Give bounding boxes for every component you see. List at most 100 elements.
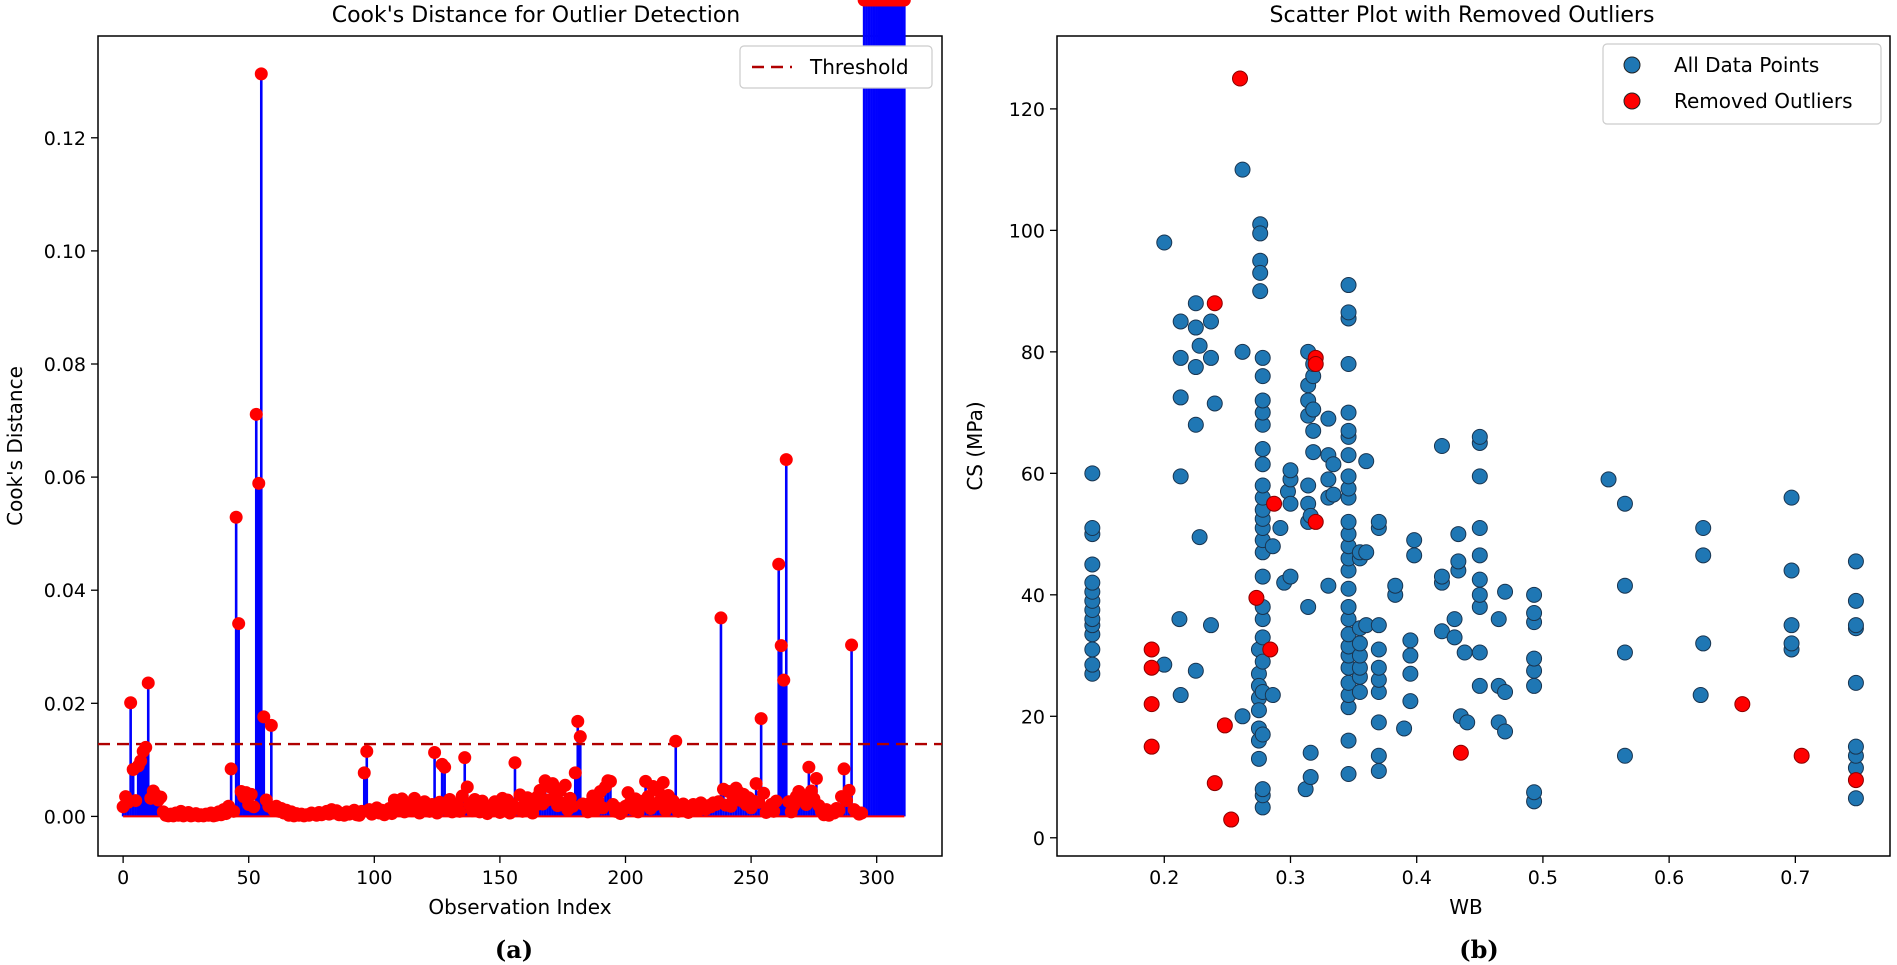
data-point <box>1497 684 1514 700</box>
stem-marker <box>669 734 683 748</box>
stem-marker <box>428 746 442 760</box>
stem-marker <box>656 775 670 789</box>
y-tick-label: 0.00 <box>44 806 86 828</box>
data-point <box>1402 665 1419 682</box>
data-point <box>1340 580 1357 597</box>
data-point <box>1456 644 1473 661</box>
data-point <box>1526 586 1543 603</box>
stem-marker <box>840 794 854 808</box>
data-point <box>1433 438 1450 454</box>
data-point <box>1202 617 1219 634</box>
data-point <box>1084 656 1101 673</box>
data-point <box>1402 632 1419 649</box>
stem-marker <box>124 696 138 710</box>
data-point <box>1084 556 1101 573</box>
data-point <box>1402 693 1419 710</box>
x-tick-label: 300 <box>859 867 895 889</box>
stem-marker <box>357 766 371 780</box>
data-point <box>1783 562 1800 579</box>
data-point <box>1187 662 1204 679</box>
data-point <box>1471 520 1488 536</box>
outlier-point <box>1847 772 1864 789</box>
stem-marker <box>603 774 617 788</box>
y-tick-label: 0.06 <box>44 467 86 489</box>
stem-marker <box>777 673 791 687</box>
stem-marker <box>774 639 788 653</box>
stem-marker <box>802 760 816 774</box>
data-point <box>1172 349 1189 366</box>
outlier-point <box>1793 747 1810 764</box>
outlier-point <box>1143 641 1160 658</box>
data-point <box>1616 577 1633 594</box>
y-tick-label: 0.04 <box>44 580 86 602</box>
x-tick-label: 250 <box>733 867 769 889</box>
data-point <box>1847 617 1864 634</box>
data-point <box>1450 526 1467 543</box>
data-point <box>1254 392 1271 409</box>
data-point <box>1340 356 1357 372</box>
y-tick-label: 0.08 <box>44 354 86 376</box>
data-point <box>1497 583 1514 600</box>
stem-marker <box>254 67 268 81</box>
x-tick-label: 0.4 <box>1402 867 1432 889</box>
data-point <box>1446 611 1463 628</box>
stem-marker <box>754 712 768 726</box>
stem-marker <box>832 803 846 817</box>
x-axis-ticks-a: 0 50 100 150 200 250 300 <box>117 856 895 889</box>
stem-marker <box>129 794 143 808</box>
outlier-point <box>1307 513 1324 530</box>
stem-markers <box>116 0 911 823</box>
data-point <box>1254 456 1271 473</box>
data-point <box>1156 234 1173 251</box>
y-tick-label: 0 <box>1033 828 1045 850</box>
y-axis-ticks-a: 0.00 0.02 0.04 0.06 0.08 0.10 0.12 <box>44 128 98 828</box>
outlier-point <box>1248 589 1265 606</box>
stem-marker <box>430 806 444 820</box>
data-point <box>1370 617 1387 634</box>
legend-outliers-label: Removed Outliers <box>1674 89 1853 113</box>
stem-marker <box>855 806 869 820</box>
data-point <box>1254 368 1271 385</box>
stem-marker <box>749 777 763 791</box>
data-point <box>1254 568 1271 585</box>
outlier-point <box>1143 659 1160 676</box>
data-point <box>1250 702 1267 719</box>
stem-marker <box>767 804 781 818</box>
x-tick-label: 0.5 <box>1528 867 1558 889</box>
x-tick-label: 0.6 <box>1654 867 1684 889</box>
data-point <box>1340 404 1357 421</box>
stem-marker <box>809 772 823 786</box>
data-point <box>1450 553 1467 570</box>
stem-marker <box>247 800 261 814</box>
data-point <box>1370 641 1387 658</box>
stem-marker <box>154 790 168 804</box>
outlier-point <box>1223 811 1240 828</box>
stem-marker <box>842 783 856 797</box>
panel-label-b: (b) <box>1459 935 1499 964</box>
data-point <box>1370 714 1387 731</box>
data-point <box>1282 495 1299 512</box>
outlier-point <box>1143 696 1160 713</box>
data-point <box>1254 653 1271 670</box>
data-point <box>1302 744 1319 761</box>
stem-marker <box>779 453 793 467</box>
data-point <box>1252 264 1269 281</box>
data-point <box>1459 714 1476 731</box>
stem-marker <box>897 0 911 7</box>
y-tick-label: 120 <box>1009 99 1045 121</box>
data-point <box>1396 720 1413 737</box>
legend-box-a <box>739 45 933 89</box>
legend-outliers-swatch <box>1623 92 1641 110</box>
data-point <box>1325 456 1342 473</box>
data-point <box>1340 447 1357 464</box>
data-point <box>1351 684 1368 700</box>
outlier-point <box>1216 717 1233 734</box>
data-point <box>1320 471 1337 488</box>
data-point <box>1254 781 1271 798</box>
x-axis-ticks-b: 0.2 0.3 0.4 0.5 0.6 0.7 <box>1149 856 1810 889</box>
data-point <box>1254 441 1271 458</box>
outlier-point <box>1307 356 1324 372</box>
data-point <box>1695 635 1712 652</box>
data-point <box>1282 568 1299 585</box>
stem-marker <box>257 710 271 724</box>
